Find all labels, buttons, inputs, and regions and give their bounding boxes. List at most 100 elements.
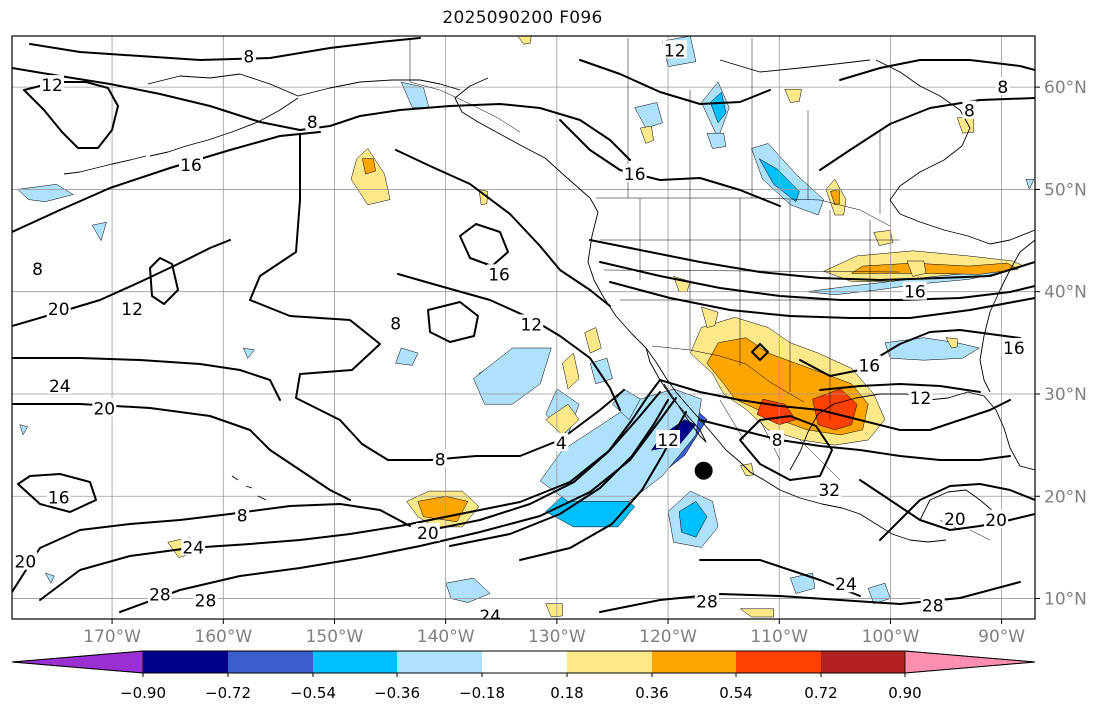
storm-position-marker xyxy=(694,461,713,480)
shaded-region-32 xyxy=(361,158,376,175)
contour-label-bg xyxy=(902,281,927,300)
colorbar-swatch xyxy=(313,651,397,673)
contour-label: 4 xyxy=(556,434,567,454)
contour-label: 20 xyxy=(944,510,966,530)
contour-label-bg xyxy=(46,487,71,506)
shaded-region-31 xyxy=(350,148,391,206)
lat-tick-label: 30°N xyxy=(1044,385,1087,405)
contour-label-bg xyxy=(241,46,256,65)
contour-label: 8 xyxy=(435,450,446,470)
contour-16-texas xyxy=(799,329,1021,377)
colorbar-swatch xyxy=(652,651,736,673)
shaded-region-40 xyxy=(850,262,1020,275)
shaded-region-27 xyxy=(242,347,255,359)
colorbar-tick-label: 0.36 xyxy=(635,684,668,702)
contour-label: 16 xyxy=(904,283,926,303)
shaded-region-16 xyxy=(634,102,663,129)
gridlines xyxy=(12,36,1035,619)
shaded-region-47 xyxy=(545,403,580,436)
contour-label-bg xyxy=(433,449,448,468)
colorbar-swatch xyxy=(143,651,228,673)
contour-label: 8 xyxy=(997,78,1008,98)
colorbar-tick-label: −0.36 xyxy=(374,684,420,702)
contour-label-bg xyxy=(662,40,687,59)
contour-16-loop xyxy=(459,223,509,267)
contour-label-bg xyxy=(833,574,858,593)
contour-label-bg xyxy=(622,164,647,183)
contour-label-bg xyxy=(942,508,967,527)
contour-label-bg xyxy=(388,313,403,332)
contour-label-bg xyxy=(305,111,320,130)
contour-20-east xyxy=(599,261,1035,301)
contour-label: 24 xyxy=(182,538,204,558)
contour-label-bg xyxy=(181,537,206,556)
colorbar-tick-label: −0.90 xyxy=(120,684,166,702)
lon-tick-label: 140°W xyxy=(417,627,475,647)
contour-16-canada xyxy=(559,119,781,207)
contour-32-loop xyxy=(739,415,833,481)
colorbar-swatch xyxy=(821,651,905,673)
contour-label: 12 xyxy=(41,76,63,96)
contour-label: 12 xyxy=(664,41,686,61)
contour-label: 20 xyxy=(985,511,1007,531)
contour-label: 8 xyxy=(243,47,254,67)
contour-label-bg xyxy=(857,355,882,374)
contour-label: 16 xyxy=(858,356,880,376)
shaded-region-49 xyxy=(584,327,602,354)
contour-label-bg xyxy=(554,433,569,452)
map-title: 2025090200 F096 xyxy=(442,8,603,28)
lon-tick-label: 170°W xyxy=(83,627,141,647)
contour-label-bg xyxy=(1001,337,1026,356)
shaded-region-46 xyxy=(784,88,802,103)
lat-tick-label: 50°N xyxy=(1044,180,1087,200)
alaska-peninsula xyxy=(149,97,299,157)
contour-label: 12 xyxy=(657,431,679,451)
lon-tick-label: 130°W xyxy=(528,627,586,647)
colorbar-swatch xyxy=(567,651,652,673)
colorbar-tick-label: 0.54 xyxy=(719,684,752,702)
contour-label-bg xyxy=(92,398,117,417)
contour-label: 16 xyxy=(1003,339,1025,359)
contour-8-central xyxy=(249,133,625,461)
lat-tick-label: 60°N xyxy=(1044,78,1087,98)
contour-label-bg xyxy=(694,591,719,610)
contour-label: 20 xyxy=(48,300,70,320)
contour-16-central xyxy=(395,149,611,307)
contour-label-bg xyxy=(920,595,945,614)
latitude-tick-labels: 10°N 20°N 30°N 40°N 50°N 60°N xyxy=(1035,78,1087,610)
contour-label-bg xyxy=(817,480,842,499)
lon-tick-label: 150°W xyxy=(306,627,364,647)
contour-label-bg xyxy=(770,430,785,449)
shaded-region-53 xyxy=(701,306,719,328)
map-frame xyxy=(11,35,1036,620)
contour-label: 12 xyxy=(910,389,932,409)
north-america-coastline xyxy=(454,77,947,543)
contour-label: 8 xyxy=(390,314,401,334)
contour-label-bg xyxy=(519,314,544,333)
contour-label-bg xyxy=(656,430,681,449)
contour-label: 28 xyxy=(922,597,944,617)
contour-12-loop-small xyxy=(149,257,179,305)
contour-16-west xyxy=(12,131,321,233)
alaska-canada-border xyxy=(409,38,521,133)
shaded-region-11 xyxy=(612,388,641,421)
longitude-tick-labels: 170°W 160°W 150°W 140°W 130°W 120°W 110°W 100°W… xyxy=(83,619,1025,647)
shaded-region-57 xyxy=(739,463,754,477)
shaded-region-7 xyxy=(473,347,552,405)
contour-12-loop xyxy=(23,81,119,149)
contour-label-bg xyxy=(179,154,204,173)
lat-tick-label: 10°N xyxy=(1044,590,1087,610)
colorbar-tick-label: 0.72 xyxy=(804,684,837,702)
contour-label-bg xyxy=(40,75,65,94)
shaded-region-28 xyxy=(19,424,28,436)
contour-label: 8 xyxy=(307,113,318,133)
shaded-region-59 xyxy=(945,337,958,349)
contour-12-texas xyxy=(819,383,981,393)
contour-label: 12 xyxy=(121,300,143,320)
aleutian-islands xyxy=(63,155,147,175)
contour-label: 28 xyxy=(149,585,171,605)
contour-label-bg xyxy=(962,100,977,119)
contour-label: 20 xyxy=(15,553,37,573)
